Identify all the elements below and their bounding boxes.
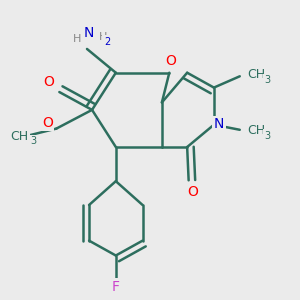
Text: H: H [99, 32, 107, 42]
Text: 3: 3 [30, 136, 36, 146]
Text: 3: 3 [265, 131, 271, 141]
Text: CH: CH [248, 124, 266, 136]
Text: O: O [165, 54, 176, 68]
Text: 2: 2 [104, 37, 110, 46]
Text: N: N [214, 117, 224, 131]
Text: N: N [84, 26, 94, 40]
Text: O: O [43, 75, 54, 88]
Text: O: O [42, 116, 53, 130]
Text: CH: CH [10, 130, 28, 142]
Text: O: O [187, 184, 198, 199]
Text: 3: 3 [265, 76, 271, 85]
Text: CH: CH [248, 68, 266, 81]
Text: H: H [73, 34, 81, 44]
Text: F: F [112, 280, 120, 294]
